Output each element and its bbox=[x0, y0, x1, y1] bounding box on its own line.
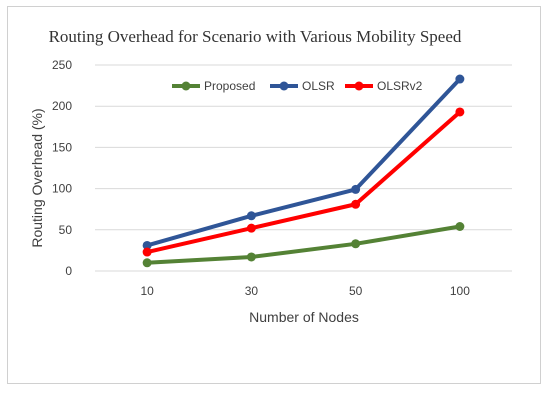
y-tick-labels: 0 50 100 150 200 250 bbox=[52, 58, 72, 278]
x-tick-labels: 10 30 50 100 bbox=[140, 284, 470, 298]
x-axis-title: Number of Nodes bbox=[249, 309, 359, 325]
y-tick-label-250: 250 bbox=[52, 58, 72, 72]
data-point-olsr-50 bbox=[351, 184, 361, 194]
x-tick-label-50: 50 bbox=[349, 284, 363, 298]
gridlines bbox=[95, 64, 512, 272]
x-tick-label-30: 30 bbox=[245, 284, 259, 298]
y-tick-label-50: 50 bbox=[59, 223, 73, 237]
series-line-olsr bbox=[145, 77, 462, 248]
y-tick-label-150: 150 bbox=[52, 140, 72, 154]
series-olsrv2 bbox=[142, 107, 465, 257]
y-axis-title: Routing Overhead (%) bbox=[29, 108, 45, 247]
chart-frame bbox=[7, 6, 541, 384]
data-point-proposed-10 bbox=[142, 258, 152, 268]
series-proposed bbox=[142, 222, 465, 268]
data-point-olsrv2-100 bbox=[455, 107, 465, 117]
chart-title: Routing Overhead for Scenario with Vario… bbox=[49, 27, 462, 46]
legend-label-proposed: Proposed bbox=[204, 79, 255, 93]
series-line-proposed bbox=[145, 224, 462, 265]
legend-marker-olsr bbox=[279, 81, 289, 91]
data-point-proposed-50 bbox=[351, 239, 361, 249]
data-point-olsr-30 bbox=[246, 211, 256, 221]
y-tick-label-0: 0 bbox=[65, 264, 72, 278]
data-point-olsrv2-30 bbox=[246, 223, 256, 233]
legend-label-olsrv2: OLSRv2 bbox=[377, 79, 423, 93]
y-tick-label-100: 100 bbox=[52, 182, 72, 196]
legend: Proposed OLSR OLSRv2 bbox=[172, 79, 423, 93]
series-olsr bbox=[142, 74, 465, 250]
data-point-olsrv2-10 bbox=[142, 247, 152, 257]
series-line-olsrv2 bbox=[145, 109, 462, 255]
series-lines bbox=[142, 74, 465, 268]
data-point-olsr-100 bbox=[455, 74, 465, 84]
legend-label-olsr: OLSR bbox=[302, 79, 335, 93]
data-point-olsr-10 bbox=[142, 240, 152, 250]
y-tick-label-200: 200 bbox=[52, 99, 72, 113]
legend-marker-proposed bbox=[181, 81, 191, 91]
x-tick-label-100: 100 bbox=[450, 284, 470, 298]
legend-marker-olsrv2 bbox=[354, 81, 364, 91]
x-tick-label-10: 10 bbox=[140, 284, 154, 298]
data-point-proposed-100 bbox=[455, 222, 465, 232]
data-point-proposed-30 bbox=[246, 252, 256, 262]
data-point-olsrv2-50 bbox=[351, 199, 361, 209]
